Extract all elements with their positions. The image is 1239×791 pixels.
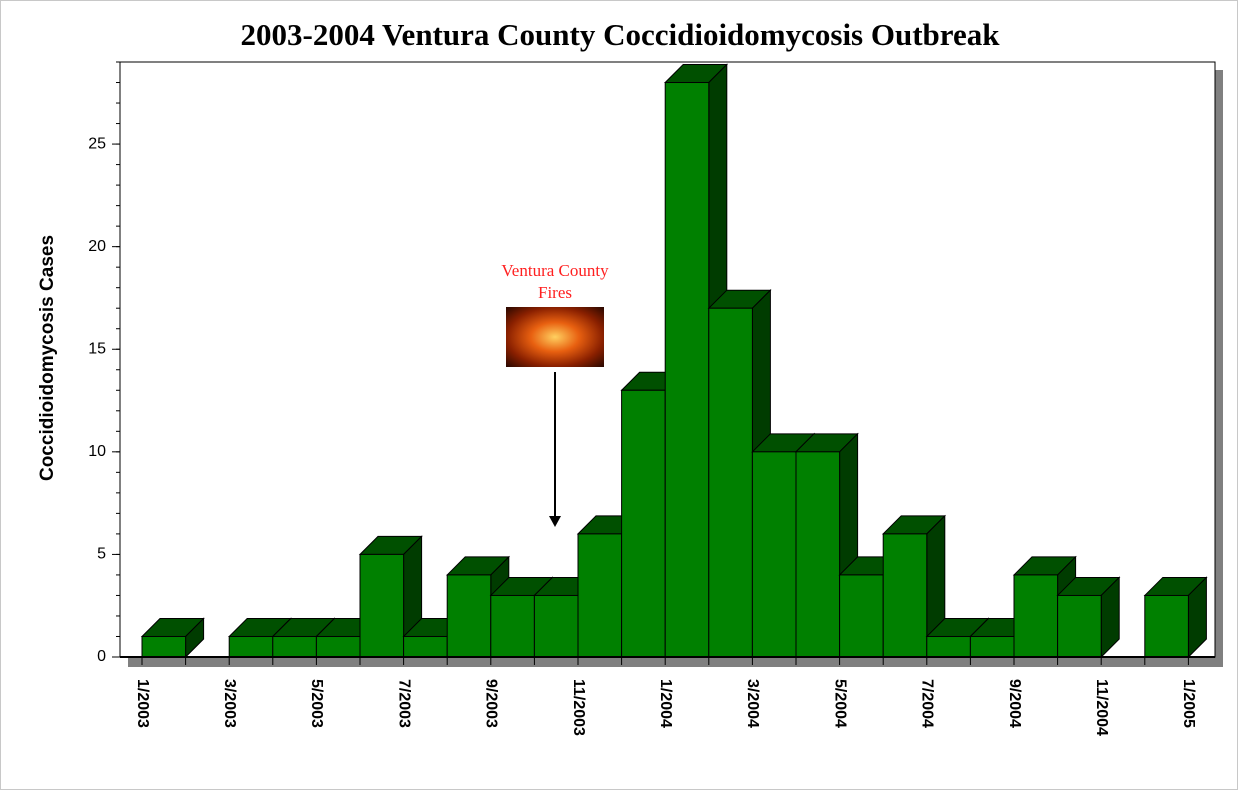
x-tick-label: 5/2003 (308, 679, 325, 728)
y-tick-label: 10 (88, 443, 106, 460)
bar-front (1014, 575, 1058, 657)
bar-front (229, 636, 273, 657)
fire-image (506, 307, 604, 367)
bar (1058, 577, 1120, 657)
y-tick-label: 25 (88, 135, 106, 152)
y-tick-label: 20 (88, 238, 106, 255)
bar-front (142, 636, 186, 657)
bar-front (1145, 595, 1189, 657)
annotation-text: Ventura County (501, 261, 609, 280)
bar-front (360, 554, 404, 657)
x-tick-label: 1/2005 (1180, 679, 1197, 728)
bar-front (404, 636, 448, 657)
x-tick-label: 3/2004 (744, 679, 761, 728)
x-tick-label: 1/2004 (657, 679, 674, 728)
bar-front (316, 636, 360, 657)
bar-front (665, 83, 709, 657)
bar-front (491, 595, 535, 657)
x-tick-label: 7/2003 (395, 679, 412, 728)
annotation-text: Fires (538, 283, 572, 302)
chart: 2003-2004 Ventura County Coccidioidomyco… (0, 0, 1239, 791)
x-tick-label: 9/2004 (1006, 679, 1023, 728)
bar-front (273, 636, 317, 657)
x-tick-label: 11/2004 (1093, 679, 1110, 736)
x-tick-label: 5/2004 (831, 679, 848, 728)
bar-front (578, 534, 622, 657)
bar-front (883, 534, 927, 657)
bar-front (447, 575, 491, 657)
bar-front (840, 575, 884, 657)
bar-front (1058, 595, 1102, 657)
x-tick-label: 1/2003 (134, 679, 151, 728)
chart-title: 2003-2004 Ventura County Coccidioidomyco… (241, 17, 1001, 52)
bar-front (927, 636, 971, 657)
x-tick-label: 3/2003 (221, 679, 238, 728)
bar-front (622, 390, 666, 657)
x-tick-label: 7/2004 (919, 679, 936, 728)
bar (1145, 577, 1207, 657)
bar-front (796, 452, 840, 657)
y-axis-label: Coccidioidomycosis Cases (37, 235, 58, 481)
x-tick-label: 11/2003 (570, 679, 587, 736)
bar-front (970, 636, 1014, 657)
y-tick-label: 0 (97, 648, 106, 665)
y-tick-label: 15 (88, 340, 106, 357)
x-tick-label: 9/2003 (483, 679, 500, 728)
bar-front (752, 452, 796, 657)
y-tick-label: 5 (97, 546, 106, 563)
bar-front (534, 595, 578, 657)
bar-front (709, 308, 753, 657)
